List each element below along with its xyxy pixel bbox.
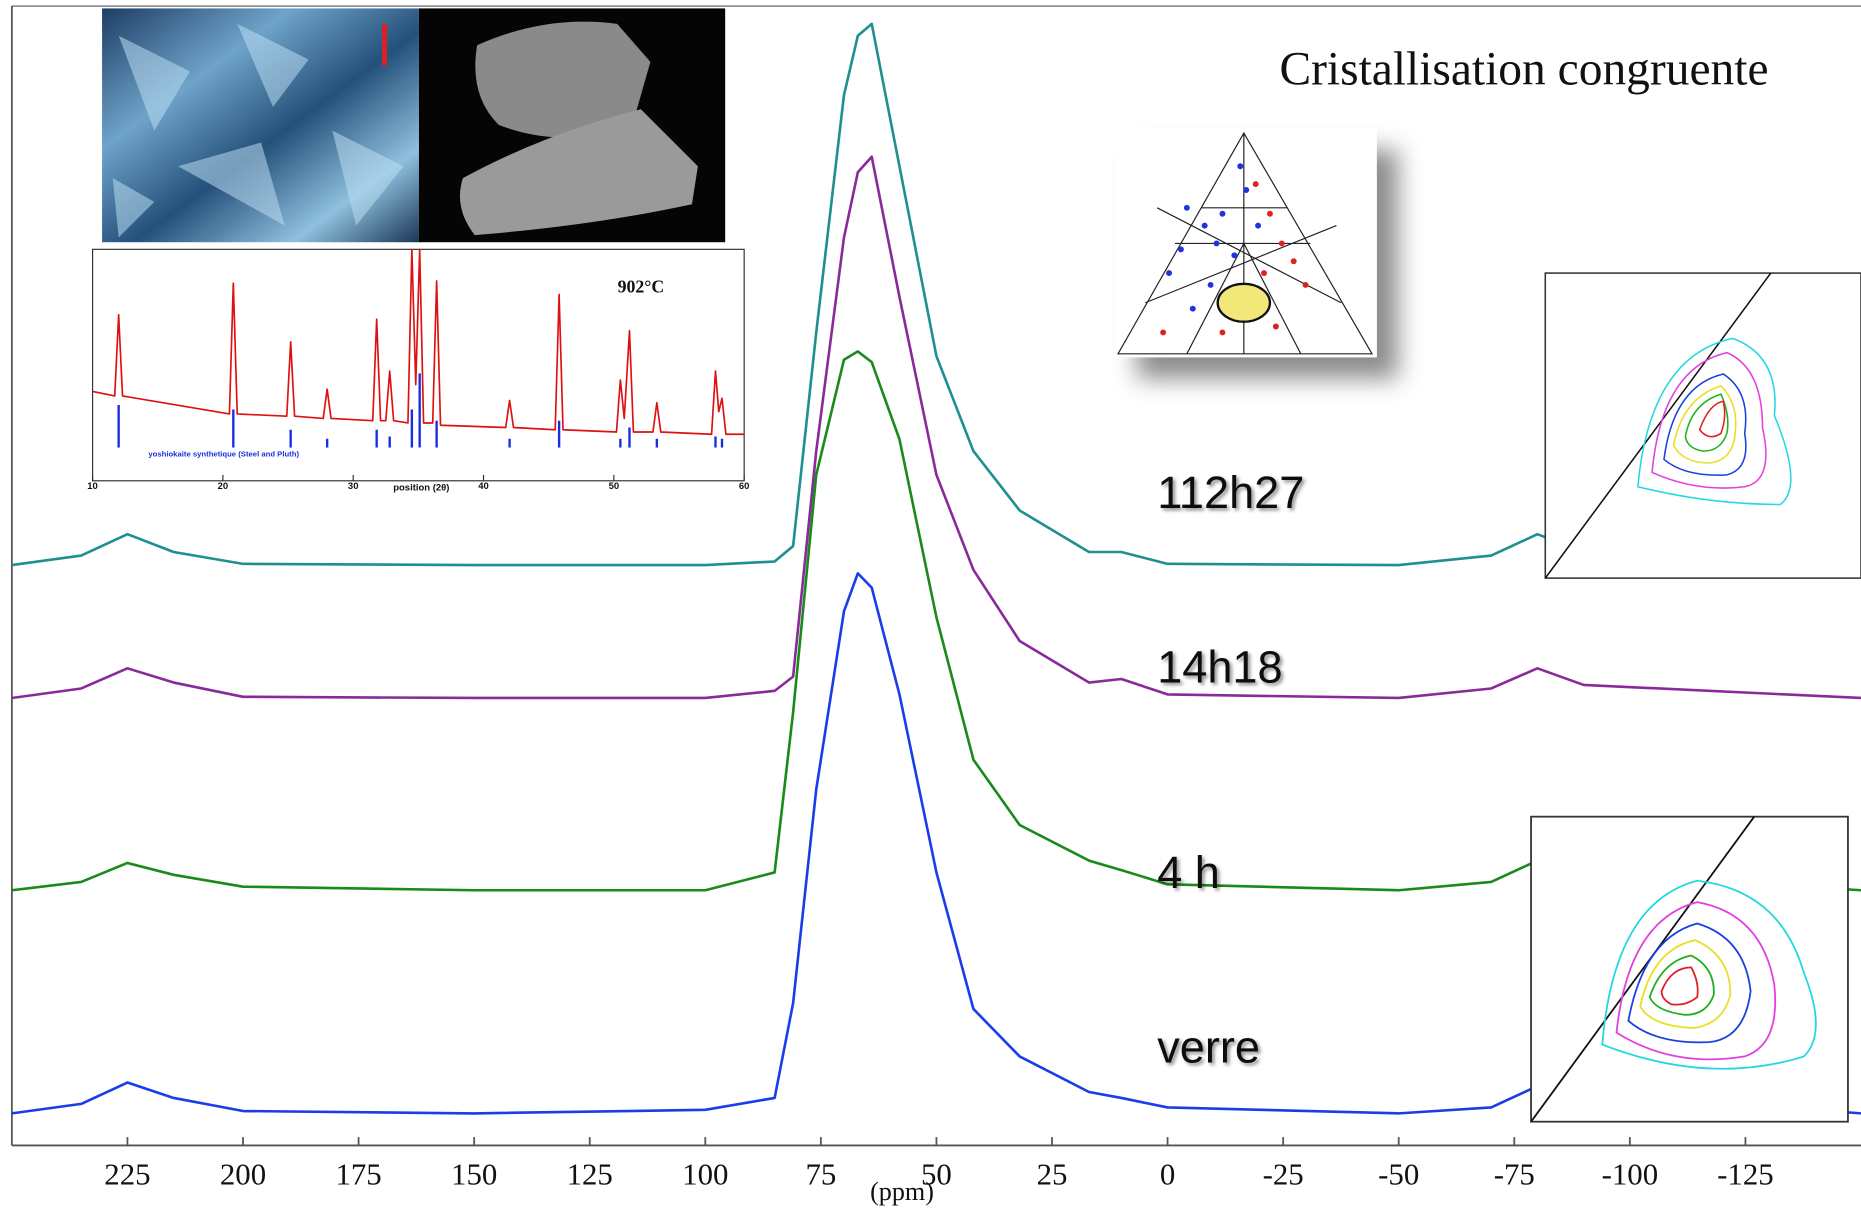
x-tick-label: 200 [220, 1158, 266, 1192]
xrd-reference-label: yoshiokaite synthetique (Steel and Pluth… [148, 450, 299, 459]
x-tick-label: 25 [1037, 1158, 1068, 1192]
series-label: 4 h [1157, 847, 1220, 898]
x-tick-label: -50 [1378, 1158, 1419, 1192]
spectrum-line [11, 350, 1861, 892]
x-tick-label: -25 [1263, 1158, 1304, 1192]
photo-samples [418, 8, 726, 243]
xrd-x-tick-label: 30 [348, 481, 359, 492]
x-tick-label: 75 [805, 1158, 836, 1192]
xrd-x-label: position (2θ) [393, 482, 449, 493]
xrd-x-tick-label: 40 [478, 481, 489, 492]
spectrum-line [92, 248, 745, 436]
spectrum-line [11, 22, 1861, 567]
x-tick-label: -100 [1602, 1158, 1659, 1192]
series-label: verre [1157, 1021, 1260, 1072]
x-tick-label: 175 [335, 1158, 381, 1192]
x-tick-label: -125 [1717, 1158, 1774, 1192]
spectrum-line [11, 572, 1861, 1115]
contour-inset-bottom [1530, 815, 1849, 1123]
x-tick-label: 100 [682, 1158, 728, 1192]
ternary-points [1160, 163, 1309, 336]
x-tick-label: 150 [451, 1158, 497, 1192]
contour-inset-top [1544, 272, 1861, 579]
ternary-lines [1117, 131, 1374, 355]
x-tick-label: -75 [1494, 1158, 1535, 1192]
xrd-inset: 10 20 30 40 50 60 position (2θ) 902°C yoshiokait… [87, 248, 750, 493]
x-tick-label: 50 [921, 1158, 952, 1192]
xrd-x-tick-label: 10 [87, 481, 98, 492]
chart-title: Cristallisation congruente [1279, 44, 1768, 96]
x-tick-label: 125 [567, 1158, 613, 1192]
spectrum-line [11, 155, 1861, 700]
xrd-x-tick-label: 50 [609, 481, 620, 492]
xrd-x-tick-label: 20 [218, 481, 229, 492]
xrd-x-tick-label: 60 [739, 481, 750, 492]
photo-crystal [102, 8, 419, 243]
x-tick-label: 225 [104, 1158, 150, 1192]
spectra [11, 22, 1861, 1115]
series-label: 112h27 [1157, 467, 1304, 518]
x-axis-label: (ppm) [870, 1177, 934, 1206]
series-label: 14h18 [1157, 642, 1282, 693]
x-tick-label: 0 [1160, 1158, 1175, 1192]
xrd-annotation: 902°C [618, 277, 665, 297]
